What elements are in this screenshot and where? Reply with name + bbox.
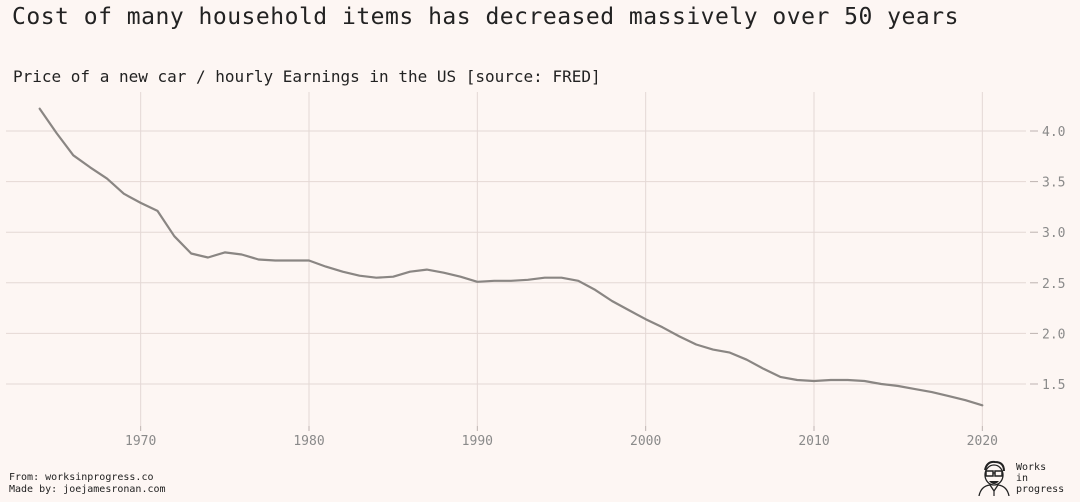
y-tick-label-3.5: 3.5 bbox=[1042, 176, 1065, 191]
x-tick-label-2010: 2010 bbox=[798, 434, 829, 449]
chart-title: Cost of many household items has decreas… bbox=[12, 4, 959, 30]
logo-line-3: progress bbox=[1016, 484, 1065, 495]
footer-author: Made by: joejamesronan.com bbox=[9, 484, 166, 495]
x-tick-label-2000: 2000 bbox=[630, 434, 661, 449]
y-tick-label-4.0: 4.0 bbox=[1042, 125, 1065, 140]
footer-source: From: worksinprogress.co bbox=[9, 472, 154, 483]
axis-ticks: 1970 1980 1990 2000 2010 2020 1.5 2.0 2.5 3.0 3.5 4… bbox=[125, 125, 1065, 449]
logo-line-2: in bbox=[1016, 473, 1029, 484]
y-tick-label-1.5: 1.5 bbox=[1042, 378, 1065, 393]
series-line-0 bbox=[38, 107, 984, 407]
logo-line-1: Works bbox=[1016, 462, 1047, 473]
gridlines bbox=[6, 92, 1026, 426]
series-layer bbox=[38, 107, 984, 407]
x-tick-label-1980: 1980 bbox=[293, 434, 324, 449]
x-tick-label-1970: 1970 bbox=[125, 434, 156, 449]
y-tick-label-2.0: 2.0 bbox=[1042, 327, 1065, 342]
footer-credits: From: worksinprogress.co Made by: joejam… bbox=[9, 472, 166, 496]
y-tick-label-2.5: 2.5 bbox=[1042, 277, 1065, 292]
author-avatar-icon bbox=[978, 460, 1010, 496]
x-tick-label-1990: 1990 bbox=[462, 434, 493, 449]
chart-subtitle: Price of a new car / hourly Earnings in … bbox=[13, 67, 601, 86]
x-tick-label-2020: 2020 bbox=[967, 434, 998, 449]
y-tick-label-3.0: 3.0 bbox=[1042, 226, 1065, 241]
works-in-progress-logo: Works in progress bbox=[1016, 462, 1064, 495]
